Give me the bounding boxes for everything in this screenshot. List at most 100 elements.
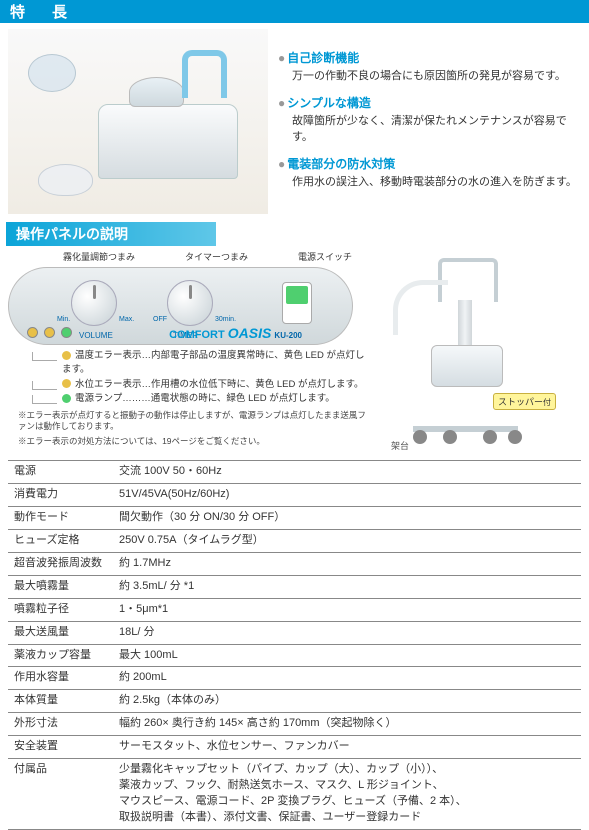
control-panel-area: 霧化量調節つまみ タイマーつまみ 電源スイッチ VOLUME TIMER Min… — [8, 250, 373, 450]
led-indicators — [27, 327, 72, 338]
yellow-dot-icon — [62, 351, 71, 360]
panel-section-header: 操作パネルの説明 — [6, 222, 216, 246]
spec-value: 間欠動作（30 分 ON/30 分 OFF） — [113, 507, 581, 529]
max-text: Max. — [119, 316, 134, 323]
spec-value: サーモスタット、水位センサー、ファンカバー — [113, 736, 581, 758]
device-chamber — [129, 77, 184, 107]
wheel-icon — [413, 430, 427, 444]
spec-row: 安全装置サーモスタット、水位センサー、ファンカバー — [8, 736, 581, 759]
stand-caption: 架台 — [391, 439, 409, 452]
spec-value: 最大 100mL — [113, 645, 581, 667]
features-list: 自己診断機能 万一の作動不良の場合にも原因箇所の発見が容易です。 シンプルな構造… — [278, 29, 581, 214]
spec-label: 付属品 — [8, 759, 113, 829]
spec-value: 少量霧化キャップセット（パイプ、カップ（大）、カップ（小））、 薬液カップ、フッ… — [113, 759, 581, 829]
panel-section: 霧化量調節つまみ タイマーつまみ 電源スイッチ VOLUME TIMER Min… — [0, 250, 589, 450]
spec-row: 外形寸法幅約 260× 奥行き約 145× 高さ約 170mm（突起物除く） — [8, 713, 581, 736]
footnote: ※エラー表示の対処方法については、19ページをご覧ください。 — [8, 436, 373, 447]
brand-text: COMFORT OASIS KU-200 — [169, 325, 302, 341]
spec-label: 安全装置 — [8, 736, 113, 758]
timer-knob — [167, 280, 213, 326]
temp-error-led — [27, 327, 38, 338]
led-explain-line: 電源ランプ………通電状態の時に、緑色 LED が点灯します。 — [32, 392, 373, 406]
device-handle — [182, 50, 227, 98]
spec-value: 交流 100V 50・60Hz — [113, 461, 581, 483]
switch-label: 電源スイッチ — [298, 250, 352, 263]
header-bar: 特 長 — [0, 0, 589, 23]
spec-row: 付属品少量霧化キャップセット（パイプ、カップ（大）、カップ（小））、 薬液カップ… — [8, 759, 581, 830]
feature-desc: 万一の作動不良の場合にも原因箇所の発見が容易です。 — [278, 69, 581, 84]
spec-row: 超音波発振周波数約 1.7MHz — [8, 553, 581, 576]
spec-row: 消費電力51V/45VA(50Hz/60Hz) — [8, 484, 581, 507]
spec-value: 約 3.5mL/ 分 *1 — [113, 576, 581, 598]
spec-label: 動作モード — [8, 507, 113, 529]
panel-top-labels: 霧化量調節つまみ タイマーつまみ 電源スイッチ — [8, 250, 373, 263]
feature-desc: 故障箇所が少なく、清潔が保たれメンテナンスが容易です。 — [278, 114, 581, 145]
spec-label: 超音波発振周波数 — [8, 553, 113, 575]
spec-row: 作用水容量約 200mL — [8, 667, 581, 690]
wheel-icon — [508, 430, 522, 444]
spec-label: 薬液カップ容量 — [8, 645, 113, 667]
spec-label: ヒューズ定格 — [8, 530, 113, 552]
power-switch — [282, 282, 312, 324]
accessory-cup-small — [38, 164, 93, 196]
product-image — [8, 29, 268, 214]
knob2-label: タイマーつまみ — [185, 250, 248, 263]
spec-value: 51V/45VA(50Hz/60Hz) — [113, 484, 581, 506]
spec-value: 約 2.5kg（本体のみ） — [113, 690, 581, 712]
feature-item: シンプルな構造 故障箇所が少なく、清潔が保たれメンテナンスが容易です。 — [278, 94, 581, 145]
spec-row: 薬液カップ容量最大 100mL — [8, 645, 581, 668]
spec-label: 電源 — [8, 461, 113, 483]
spec-row: 最大送風量18L/ 分 — [8, 622, 581, 645]
spec-row: 電源交流 100V 50・60Hz — [8, 461, 581, 484]
spec-label: 消費電力 — [8, 484, 113, 506]
spec-row: 動作モード間欠動作（30 分 ON/30 分 OFF） — [8, 507, 581, 530]
knob1-label: 霧化量調節つまみ — [63, 250, 135, 263]
spec-value: 約 1.7MHz — [113, 553, 581, 575]
water-error-led — [44, 327, 55, 338]
stand-device — [431, 345, 503, 387]
stand-arm — [393, 280, 448, 335]
stand-image: ストッパー付 架台 — [383, 250, 558, 450]
spec-row: 噴霧粒子径1・5μm*1 — [8, 599, 581, 622]
feature-title: 電装部分の防水対策 — [278, 155, 581, 172]
spec-label: 最大噴霧量 — [8, 576, 113, 598]
thirtymin-text: 30min. — [215, 316, 236, 323]
stopper-label: ストッパー付 — [493, 393, 556, 410]
spec-table: 電源交流 100V 50・60Hz消費電力51V/45VA(50Hz/60Hz)… — [8, 460, 581, 830]
volume-text: VOLUME — [79, 331, 113, 340]
green-dot-icon — [62, 394, 71, 403]
spec-row: 最大噴霧量約 3.5mL/ 分 *1 — [8, 576, 581, 599]
power-led — [61, 327, 72, 338]
led-explanations: 温度エラー表示…内部電子部品の温度異常時に、黄色 LED が点灯します。 水位エ… — [8, 349, 373, 406]
spec-value: 250V 0.75A（タイムラグ型） — [113, 530, 581, 552]
device-body — [98, 104, 238, 179]
spec-value: 幅約 260× 奥行き約 145× 高さ約 170mm（突起物除く） — [113, 713, 581, 735]
off-text: OFF — [153, 316, 167, 323]
footnote: ※エラー表示が点灯すると振動子の動作は停止しますが、電源ランプは点灯したまま送風… — [8, 410, 373, 432]
spec-label: 外形寸法 — [8, 713, 113, 735]
feature-item: 自己診断機能 万一の作動不良の場合にも原因箇所の発見が容易です。 — [278, 49, 581, 84]
feature-desc: 作用水の誤注入、移動時電装部分の水の進入を防ぎます。 — [278, 175, 581, 190]
spec-label: 本体質量 — [8, 690, 113, 712]
led-explain-line: 水位エラー表示…作用槽の水位低下時に、黄色 LED が点灯します。 — [32, 378, 373, 392]
led-explain-line: 温度エラー表示…内部電子部品の温度異常時に、黄色 LED が点灯します。 — [32, 349, 373, 378]
accessory-cup-large — [28, 54, 76, 92]
min-text: Min. — [57, 316, 70, 323]
wheel-icon — [483, 430, 497, 444]
wheel-icon — [443, 430, 457, 444]
feature-title: 自己診断機能 — [278, 49, 581, 66]
control-panel: VOLUME TIMER Min. Max. OFF 30min. COMFOR… — [8, 267, 353, 345]
stand-base — [413, 426, 518, 432]
spec-row: ヒューズ定格250V 0.75A（タイムラグ型） — [8, 530, 581, 553]
spec-label: 最大送風量 — [8, 622, 113, 644]
features-section: 自己診断機能 万一の作動不良の場合にも原因箇所の発見が容易です。 シンプルな構造… — [0, 29, 589, 214]
feature-title: シンプルな構造 — [278, 94, 581, 111]
spec-value: 約 200mL — [113, 667, 581, 689]
yellow-dot-icon — [62, 379, 71, 388]
spec-value: 18L/ 分 — [113, 622, 581, 644]
spec-row: 本体質量約 2.5kg（本体のみ） — [8, 690, 581, 713]
volume-knob — [71, 280, 117, 326]
spec-label: 作用水容量 — [8, 667, 113, 689]
spec-value: 1・5μm*1 — [113, 599, 581, 621]
spec-label: 噴霧粒子径 — [8, 599, 113, 621]
